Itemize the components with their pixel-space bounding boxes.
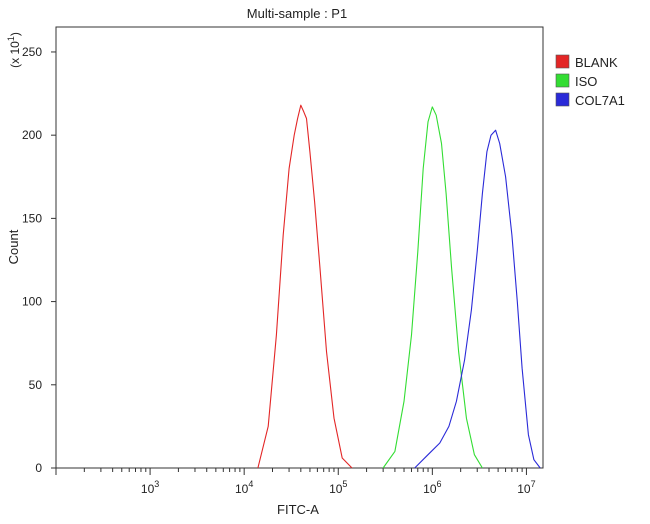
- y-axis: 0 50 100 150 200 250: [22, 45, 56, 475]
- legend-label-col7a1: COL7A1: [575, 93, 625, 108]
- x-tick-label: 105: [329, 479, 347, 496]
- x-axis-label: FITC-A: [277, 502, 319, 517]
- legend-swatch-blank: [555, 54, 570, 69]
- y-tick-label: 0: [35, 461, 42, 475]
- legend-swatch-col7a1: [555, 92, 570, 107]
- legend-swatch-iso: [555, 73, 570, 88]
- y-tick-label: 250: [22, 45, 42, 59]
- x-tick-label: 106: [423, 479, 441, 496]
- legend-label-iso: ISO: [575, 74, 597, 89]
- chart-title: Multi-sample : P1: [247, 6, 347, 21]
- y-tick-label: 200: [22, 128, 42, 142]
- x-tick-label: 103: [141, 479, 159, 496]
- x-axis: 103 104 105 106 107: [55, 468, 536, 496]
- legend: BLANK ISO COL7A1: [555, 54, 625, 108]
- series-line-col7a1: [414, 129, 541, 469]
- y-tick-label: 150: [22, 211, 42, 225]
- x-tick-label: 104: [235, 479, 253, 496]
- legend-label-blank: BLANK: [575, 55, 618, 70]
- plot-frame: [55, 26, 544, 469]
- y-tick-label: 50: [29, 378, 43, 392]
- y-axis-label: Count: [6, 229, 21, 264]
- y-axis-multiplier: (x 101): [6, 32, 22, 68]
- series-lines: [257, 104, 541, 469]
- x-tick-label: 107: [517, 479, 535, 496]
- y-tick-label: 100: [22, 295, 42, 309]
- series-line-iso: [382, 106, 483, 469]
- series-line-blank: [257, 104, 353, 469]
